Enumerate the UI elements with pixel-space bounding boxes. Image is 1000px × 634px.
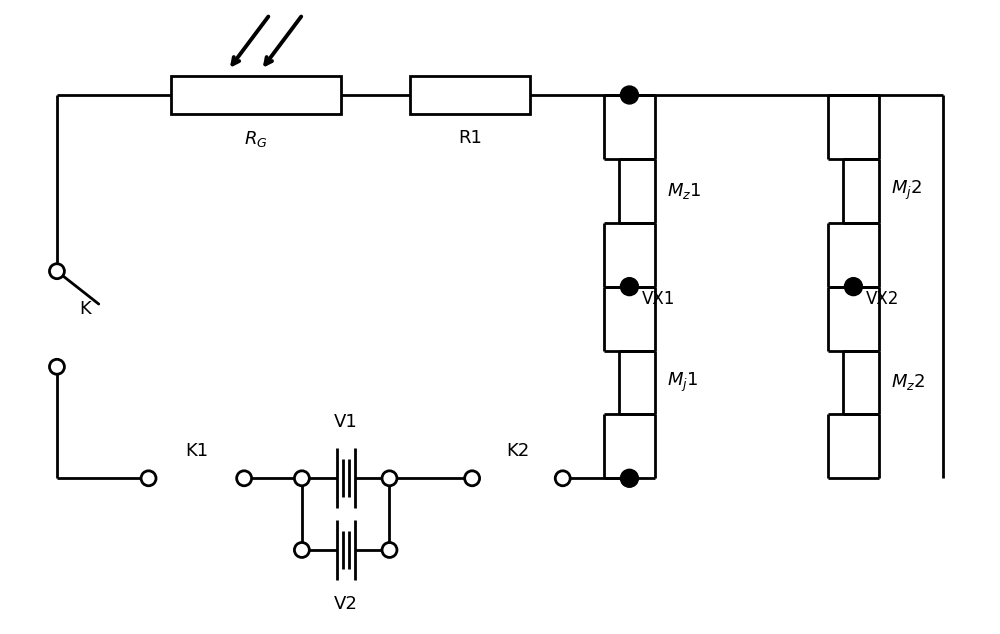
Text: $R_G$: $R_G$ <box>244 129 268 149</box>
Text: K: K <box>79 300 91 318</box>
Text: VX2: VX2 <box>865 290 899 307</box>
Circle shape <box>620 469 638 488</box>
Circle shape <box>555 471 570 486</box>
Text: K1: K1 <box>185 443 208 460</box>
Circle shape <box>620 86 638 104</box>
Text: R1: R1 <box>458 129 482 147</box>
Text: $M_z2$: $M_z2$ <box>891 372 926 392</box>
Circle shape <box>620 278 638 295</box>
Text: $M_j1$: $M_j1$ <box>667 371 699 394</box>
Text: K2: K2 <box>506 443 529 460</box>
Bar <box>410 76 530 114</box>
Circle shape <box>49 264 64 279</box>
Circle shape <box>141 471 156 486</box>
Circle shape <box>294 471 309 486</box>
Text: V1: V1 <box>334 413 358 430</box>
Text: VX1: VX1 <box>641 290 675 307</box>
Circle shape <box>382 543 397 557</box>
Circle shape <box>49 359 64 374</box>
Circle shape <box>294 543 309 557</box>
Circle shape <box>382 471 397 486</box>
Circle shape <box>237 471 252 486</box>
Circle shape <box>465 471 480 486</box>
Circle shape <box>844 278 862 295</box>
Text: $M_j2$: $M_j2$ <box>891 179 923 202</box>
Text: V2: V2 <box>334 595 358 613</box>
Text: $M_z1$: $M_z1$ <box>667 181 702 201</box>
Bar <box>171 76 341 114</box>
